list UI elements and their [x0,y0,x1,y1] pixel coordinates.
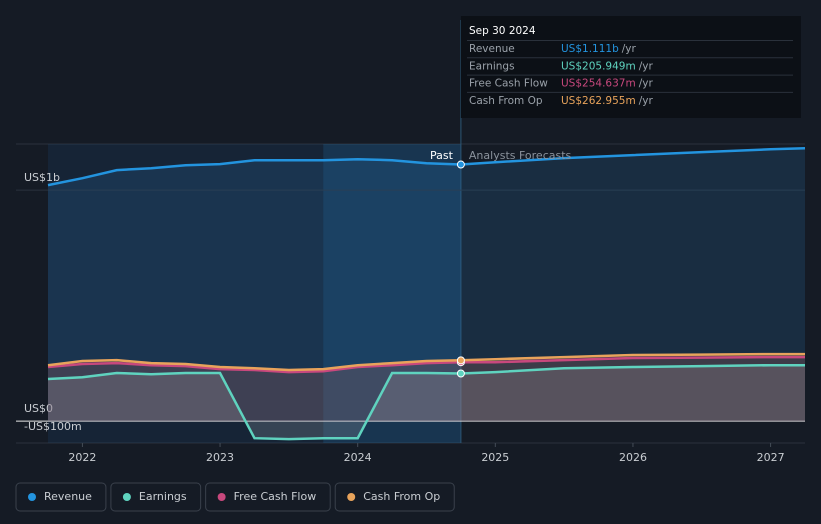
tooltip-unit: /yr [622,43,637,55]
legend-item[interactable]: Cash From Op [334,482,455,512]
legend-label: Revenue [44,490,92,503]
legend-swatch [122,493,131,501]
y-tick-label: US$1b [24,171,60,184]
tooltip: Sep 30 2024 Revenue US$1.111b/yr Earnings US… [460,16,801,118]
y-tick-label: US$0 [24,402,53,415]
tooltip-value: US$205.949m [561,60,636,72]
legend-item[interactable]: Earnings [110,482,202,512]
tooltip-unit: /yr [639,78,654,90]
x-tick-label: 2027 [757,451,785,464]
series-line [47,355,805,374]
x-tick-label: 2022 [68,451,96,464]
legend-button [334,482,455,512]
past-region [48,144,461,443]
legend-swatch [217,493,226,501]
x-tick-label: 2024 [344,451,372,464]
tooltip-value: US$262.955m [561,95,636,107]
forecast-label: Analysts Forecasts [469,149,572,162]
x-tick-label: 2023 [206,451,234,464]
legend-label: Free Cash Flow [234,490,317,503]
highlight-region [323,144,461,443]
legend-item[interactable]: Revenue [15,482,107,512]
tooltip-date: Sep 30 2024 [469,25,536,37]
legend-item[interactable]: Free Cash Flow [205,482,331,512]
series-line [47,363,805,441]
legend-button [15,482,107,512]
tooltip-label: Revenue [469,43,515,55]
tooltip-label: Earnings [469,60,515,72]
series-area [48,365,805,440]
forecast-dot [456,369,465,378]
tooltip-label: Cash From Op [469,95,543,107]
legend-swatch [28,493,36,501]
legend-label: Earnings [139,490,187,503]
forecast-dot [456,160,465,169]
tooltip-unit: /yr [639,95,654,107]
forecast-dot [456,356,465,365]
tooltip-unit: /yr [639,60,654,72]
series-line [47,146,806,187]
legend-label: Cash From Op [363,490,440,503]
x-tick-label: 2025 [481,451,509,464]
series-line [47,352,805,372]
past-label: Past [430,149,454,162]
series-area [48,148,805,422]
y-tick-label: -US$100m [24,420,82,433]
x-tick-label: 2026 [619,451,647,464]
tooltip-value: US$254.637m [561,78,636,90]
legend-button [205,482,331,512]
legend-swatch [347,493,356,501]
tooltip-box [460,16,801,118]
legend-button [110,482,202,512]
tooltip-label: Free Cash Flow [469,78,548,90]
tooltip-value: US$1.111b [561,43,619,55]
